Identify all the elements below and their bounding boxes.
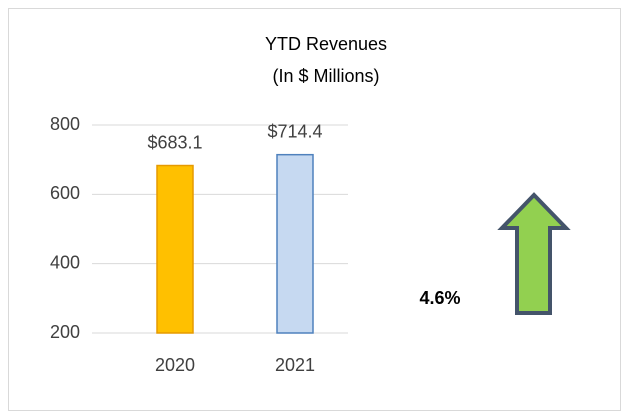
y-tick-label: 800 <box>50 114 80 134</box>
chart-subtitle: (In $ Millions) <box>272 66 379 86</box>
bar <box>156 164 194 334</box>
y-tick-label: 600 <box>50 183 80 203</box>
annotation: 4.6% <box>419 288 460 308</box>
up-arrow <box>497 192 571 315</box>
x-tick-label: 2020 <box>155 355 195 375</box>
chart-title: YTD Revenues <box>265 34 387 54</box>
bar <box>276 153 314 334</box>
x-tick-label: 2021 <box>275 355 315 375</box>
y-tick-label: 400 <box>50 252 80 272</box>
value-label: $714.4 <box>267 121 322 141</box>
y-tick-label: 200 <box>50 322 80 342</box>
value-label: $683.1 <box>147 132 202 152</box>
